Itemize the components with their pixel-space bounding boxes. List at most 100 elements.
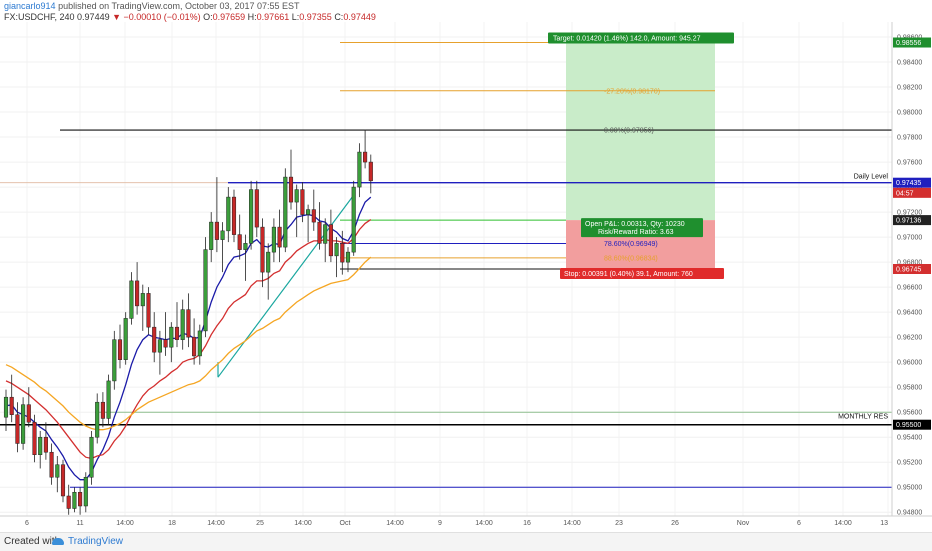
candle-body: [49, 451, 54, 478]
time-tick-label: 14:00: [834, 520, 852, 527]
time-tick-label: 9: [438, 520, 442, 527]
time-tick-label: 16: [523, 520, 531, 527]
price-tag-box: [893, 215, 931, 226]
time-tick-label: 14:00: [475, 520, 493, 527]
candle-body: [129, 280, 134, 319]
open-pnl-box: [581, 218, 703, 238]
price-tick-label: 0.95800: [897, 385, 922, 392]
candle-body: [152, 326, 157, 353]
candle-body: [197, 330, 202, 357]
candle-body: [43, 436, 48, 453]
candle-body: [283, 176, 288, 248]
candle-body: [55, 464, 60, 478]
price-tick-label: 0.95600: [897, 410, 922, 417]
candle-body: [351, 186, 356, 253]
time-tick-label: 6: [797, 520, 801, 527]
candle-body: [21, 404, 26, 444]
time-tick-label: 14:00: [294, 520, 312, 527]
candle-body: [243, 243, 248, 250]
fib-label: 0.00%(0.97856): [604, 128, 654, 135]
candle-body: [357, 151, 362, 188]
footer-bar: Created with TradingView: [0, 532, 932, 551]
price-tag-label: 0.96745: [896, 267, 921, 274]
price-tag-label: 0.98556: [896, 40, 921, 47]
price-tag-box: [893, 419, 931, 430]
price-tick-label: 0.98000: [897, 110, 922, 117]
candle-body: [72, 491, 77, 509]
candle-body: [226, 196, 231, 232]
price-tag-label: 0.97136: [896, 218, 921, 225]
candle-body: [317, 221, 322, 244]
fib-label: -27.20%(0.98170): [604, 88, 660, 95]
candle-body: [311, 209, 316, 223]
candle-body: [180, 309, 185, 340]
level-label: Daily Level: [854, 174, 889, 181]
price-tag-label: 04:57: [896, 190, 914, 197]
candle-body: [15, 414, 20, 444]
close-value: 0.97449: [343, 12, 376, 22]
time-tick-label: 18: [168, 520, 176, 527]
price-tag-box: [893, 37, 931, 48]
time-axis[interactable]: 6 11 14:00 18 14:00 25 14:00 Oct 14:00 9 14:00 16 14…: [0, 515, 932, 527]
candle-body: [32, 421, 37, 455]
time-tick-label: 14:00: [386, 520, 404, 527]
tradingview-logo[interactable]: TradingView: [52, 536, 123, 547]
candle-body: [78, 491, 83, 507]
time-tick-label: 14:00: [116, 520, 134, 527]
price-tick-label: 0.96600: [897, 285, 922, 292]
candle-body: [174, 326, 180, 340]
price-tick-label: 0.96000: [897, 360, 922, 367]
risk-reward-label: Risk/Reward Ratio: 3.63: [598, 229, 674, 236]
price-axis[interactable]: 0.986000.984000.982000.980000.978000.976…: [891, 22, 932, 517]
author-link[interactable]: giancarlo914: [4, 1, 56, 11]
fib-label: 88.60%(0.96834): [604, 255, 658, 262]
open-value: 0.97659: [212, 12, 246, 22]
candle-body: [146, 293, 151, 328]
candle-body: [220, 230, 225, 240]
price-tick-label: 0.97600: [897, 160, 922, 167]
symbol-label: FX:USDCHF, 240: [4, 12, 75, 22]
candle-body: [334, 243, 339, 257]
drawn-levels: [0, 42, 892, 488]
open-pnl-label: Open P&L: 0.00313, Qty: 10230: [585, 221, 685, 228]
time-tick-label: 23: [615, 520, 623, 527]
tradingview-brand: TradingView: [68, 536, 124, 547]
time-tick-label: Nov: [737, 520, 750, 527]
candle-body: [237, 234, 242, 250]
candle-body: [38, 436, 43, 455]
candle-body: [214, 221, 219, 240]
close-label: C:: [334, 12, 344, 22]
candle-body: [60, 464, 66, 497]
price-tick-label: 0.96200: [897, 335, 922, 342]
candle-body: [203, 249, 208, 332]
time-tick-label: 14:00: [563, 520, 581, 527]
candle-body: [89, 436, 94, 478]
low-label: L:: [291, 12, 300, 22]
candle-body: [231, 196, 237, 235]
candle-body: [254, 189, 259, 228]
candle-body: [300, 189, 305, 215]
time-tick-label: 25: [256, 520, 264, 527]
target-label-box: [548, 32, 734, 44]
price-tick-label: 0.97800: [897, 135, 922, 142]
candle-body: [368, 161, 373, 182]
last-price: 0.97449: [77, 12, 110, 22]
trendline: [217, 192, 356, 378]
candle-body: [328, 224, 333, 257]
time-tick-label: 26: [671, 520, 679, 527]
price-chart[interactable]: -27.20%(0.98170) 0.00%(0.97856) 78.60%(0.9…: [0, 0, 932, 532]
chart-labels: -27.20%(0.98170) 0.00%(0.97856) 78.60%(0.9…: [548, 32, 889, 421]
chart-header-line1: giancarlo914 published on TradingView.co…: [4, 1, 300, 11]
candle-body: [323, 224, 328, 244]
candle-body: [163, 339, 168, 348]
candle-body: [83, 476, 88, 507]
candle-body: [363, 151, 368, 163]
fib-label: 78.60%(0.96949): [604, 241, 658, 248]
candle-body: [266, 251, 271, 273]
candle-body: [288, 176, 294, 203]
high-value: 0.97661: [256, 12, 290, 22]
published-text: published on TradingView.com, October 03…: [58, 1, 300, 11]
candle-body: [157, 339, 162, 353]
price-tag-label: 0.95500: [896, 422, 921, 429]
price-tick-label: 0.96800: [897, 260, 922, 267]
